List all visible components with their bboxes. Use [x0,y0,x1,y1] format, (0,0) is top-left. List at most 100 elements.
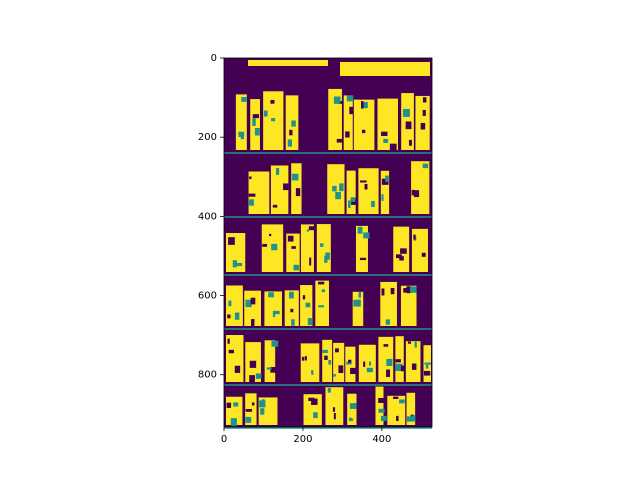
image-spot [230,418,237,426]
image-blob [375,386,384,425]
image-spot [361,101,368,109]
image-spot [424,362,432,365]
image-spot [333,374,336,377]
image-spot [358,292,362,298]
image-spot [301,356,305,361]
image-blob [380,170,390,214]
image-blob [316,224,331,272]
image-spot [245,299,252,308]
image-spot [410,286,417,293]
image-blob [411,161,430,214]
image-blob [264,340,276,382]
image-spot [350,197,356,202]
image-spot [260,408,265,415]
image-spot [393,396,399,400]
image-spot [272,204,278,208]
image-spot [287,139,293,147]
image-spot [410,414,414,417]
image-spot [289,129,293,136]
image-spot [345,131,350,138]
image-spot [249,176,252,180]
image-blob [315,280,329,326]
image-spot [389,143,397,151]
image-spot [381,288,385,296]
image-spot [406,286,412,294]
image-spot [228,237,235,245]
image-spot [423,370,431,376]
image-spot [357,226,363,234]
image-spot [386,358,393,367]
image-spot [228,349,234,354]
image-spot [395,363,403,372]
image-spot [291,120,296,127]
image-spot [411,189,415,196]
image-spot [332,185,337,192]
image-spot [414,341,417,348]
image-spot [249,375,255,383]
image-spot [291,319,295,326]
image-spot [346,95,354,102]
image-spot [364,183,368,190]
image-spot [395,254,402,259]
image-spot [306,229,310,232]
image-spot [353,299,358,307]
image-spot [422,97,427,103]
image-spot [311,370,314,375]
image-spot [378,398,384,403]
image-spot [332,407,336,412]
image-spot [327,387,331,393]
image-spot [383,344,389,347]
image-spot [406,416,414,422]
image-blob [284,290,299,326]
image-spot [402,108,410,117]
image-spot [234,312,240,320]
image-spot [238,131,245,137]
image-spot [274,310,280,315]
axes-frame [223,57,433,428]
y-tick-label: 0 [211,53,217,64]
image-spot [262,399,265,404]
image-spot [291,246,296,249]
image-spot [283,183,289,191]
image-spot [368,361,371,366]
image-blob [355,225,368,272]
image-spot [290,308,294,313]
image-spot [338,365,344,374]
image-spot [291,173,299,181]
image-spot [361,101,364,109]
image-spot [405,121,412,130]
image-blob [358,168,379,214]
image-spot [348,200,351,208]
image-blob [244,290,261,326]
image-blob [377,98,398,150]
x-tick-label: 400 [372,434,391,445]
image-spot [305,302,311,308]
image-spot [349,106,354,115]
image-spot [348,359,352,363]
image-spot [266,367,272,370]
image-spot [241,97,247,102]
image-spot [250,297,256,305]
image-spot [245,408,253,412]
y-tick-label: 200 [198,132,217,143]
y-tick-label: 600 [198,291,217,302]
image-spot [346,361,352,365]
image-blob [406,392,416,425]
image-spot [319,243,324,247]
image-spot [268,233,272,237]
image-spot [313,412,318,419]
x-tick-label: 0 [221,434,227,445]
image-blob [328,88,342,150]
image-spot [400,248,407,254]
image-spot [308,397,315,401]
image-spot [226,402,232,408]
image-spot [228,300,232,307]
image-spot [349,418,354,421]
image-spot [287,235,294,242]
image-spot [359,257,367,261]
image-spot [381,194,384,201]
y-tick-label: 800 [198,370,217,381]
image-spot [324,355,328,360]
image-spot [263,110,268,117]
